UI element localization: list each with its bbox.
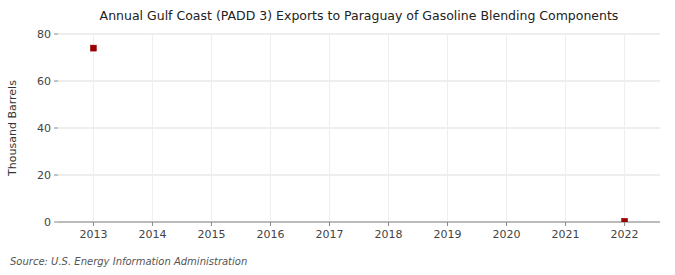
x-tick-label: 2022 bbox=[611, 228, 639, 241]
x-tick-label: 2015 bbox=[197, 228, 225, 241]
y-tick-label: 20 bbox=[37, 169, 51, 182]
x-tick bbox=[447, 222, 448, 226]
x-tick bbox=[624, 222, 625, 226]
point bbox=[90, 45, 96, 51]
x-tick-label: 2019 bbox=[434, 228, 462, 241]
y-tick bbox=[54, 81, 58, 82]
x-tick bbox=[211, 222, 212, 226]
x-tick bbox=[329, 222, 330, 226]
y-grid-line bbox=[58, 81, 660, 82]
y-tick-label: 40 bbox=[37, 122, 51, 135]
x-grid-line bbox=[329, 34, 330, 222]
chart-svg: 2013 2014 2015 2016 2017 2018 2019 2020 2021 2022… bbox=[0, 0, 675, 275]
x-axis-line bbox=[58, 222, 660, 223]
y-tick-label: 80 bbox=[37, 28, 51, 41]
y-ticks: 0 20 40 60 80 bbox=[37, 28, 58, 229]
x-tick-label: 2020 bbox=[493, 228, 521, 241]
x-grid-line bbox=[93, 34, 94, 222]
x-tick bbox=[93, 222, 94, 226]
y-grid-line bbox=[58, 175, 660, 176]
x-tick-label: 2021 bbox=[552, 228, 580, 241]
x-tick bbox=[388, 222, 389, 226]
y-tick bbox=[54, 222, 58, 223]
x-tick-label: 2018 bbox=[375, 228, 403, 241]
y-tick-label: 0 bbox=[44, 216, 51, 229]
grid bbox=[58, 34, 660, 222]
y-tick bbox=[54, 34, 58, 35]
point bbox=[622, 218, 628, 222]
x-grid-line bbox=[447, 34, 448, 222]
y-grid-line bbox=[58, 34, 660, 35]
y-tick bbox=[54, 128, 58, 129]
x-grid-line bbox=[565, 34, 566, 222]
title: Annual Gulf Coast (PADD 3) Exports to Pa… bbox=[100, 8, 619, 23]
x-tick-label: 2017 bbox=[315, 228, 343, 241]
x-grid-line bbox=[624, 34, 625, 222]
x-tick bbox=[565, 222, 566, 226]
x-tick bbox=[152, 222, 153, 226]
x-grid-line bbox=[506, 34, 507, 222]
x-grid-line bbox=[152, 34, 153, 222]
chart-container: 2013 2014 2015 2016 2017 2018 2019 2020 2021 2022… bbox=[0, 0, 675, 275]
y-tick bbox=[54, 175, 58, 176]
y-grid-line bbox=[58, 128, 660, 129]
x-grid-line bbox=[388, 34, 389, 222]
y-grid-line bbox=[58, 222, 660, 223]
x-grid-line bbox=[211, 34, 212, 222]
x-tick bbox=[506, 222, 507, 226]
x-tick-label: 2013 bbox=[79, 228, 107, 241]
x-ticks: 2013 2014 2015 2016 2017 2018 2019 2020 2021 2022 bbox=[79, 222, 638, 241]
x-tick-label: 2016 bbox=[256, 228, 284, 241]
x-grid-line bbox=[270, 34, 271, 222]
x-tick-label: 2014 bbox=[138, 228, 166, 241]
points bbox=[90, 45, 627, 222]
y-axis-label: Thousand Barrels bbox=[6, 80, 19, 177]
source-note: Source: U.S. Energy Information Administ… bbox=[10, 256, 247, 267]
y-tick-label: 60 bbox=[37, 75, 51, 88]
x-tick bbox=[270, 222, 271, 226]
